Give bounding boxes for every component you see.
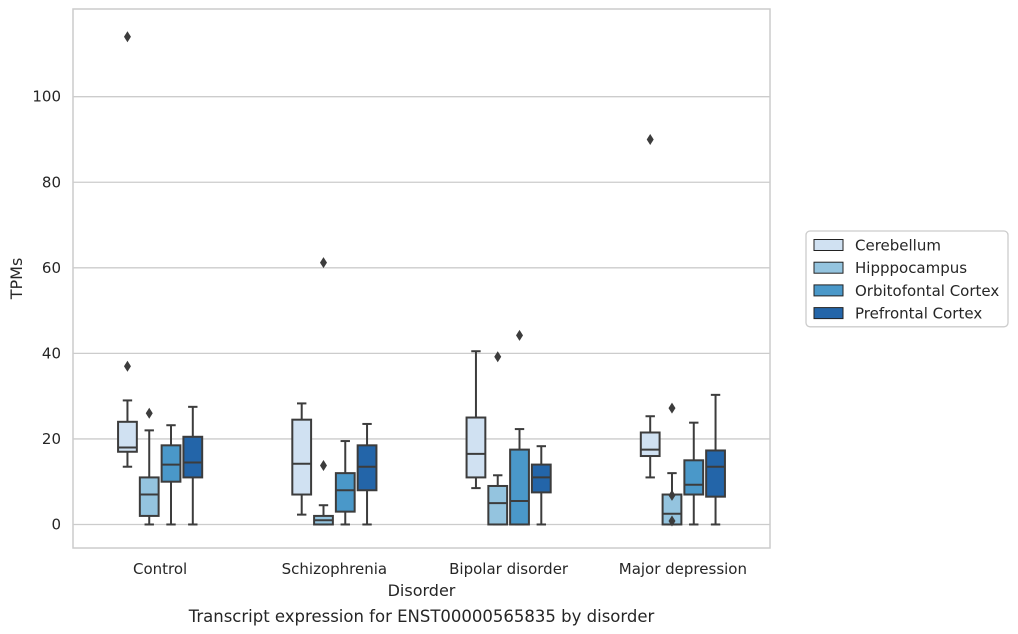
legend-label-prefrontal-cortex: Prefrontal Cortex xyxy=(855,305,982,323)
box-body xyxy=(509,448,530,526)
y-tick-label: 20 xyxy=(42,430,61,448)
legend-swatch-prefrontal-cortex xyxy=(813,307,844,320)
plot-area-frame xyxy=(72,8,771,549)
box-major-depression-cerebellum xyxy=(639,133,661,479)
x-tick-label-control: Control xyxy=(133,560,187,578)
x-tick-label-schizophrenia: Schizophrenia xyxy=(282,560,387,578)
x-axis-ticks: Control Schizophrenia Bipolar disorder Majo… xyxy=(133,560,747,578)
legend-swatch-orbitofontal-cortex xyxy=(813,284,844,297)
outlier-point xyxy=(123,31,131,43)
box-major-depression-hipppocampus xyxy=(661,402,683,527)
x-axis-label: Disorder xyxy=(388,581,456,600)
legend-label-orbitofontal-cortex: Orbitofontal Cortex xyxy=(855,282,999,300)
y-tick-label: 100 xyxy=(32,88,61,106)
box-major-depression-orbitofontal-cortex xyxy=(683,421,705,526)
outlier-point xyxy=(494,351,502,363)
box-schizophrenia-hipppocampus xyxy=(313,257,334,526)
legend-swatch-cerebellum xyxy=(813,239,844,251)
y-tick-label: 60 xyxy=(42,259,61,277)
chart-caption: Transcript expression for ENST0000056583… xyxy=(188,607,655,626)
box-bipolar-disorder-prefrontal-cortex xyxy=(530,445,552,526)
box-bipolar-disorder-cerebellum xyxy=(465,350,487,490)
box-body xyxy=(639,431,661,458)
box-body xyxy=(683,459,705,496)
box-body xyxy=(705,449,726,498)
box-body xyxy=(487,484,509,526)
y-axis-ticks: 0 20 40 60 80 100 xyxy=(32,88,61,534)
box-body xyxy=(160,444,182,483)
box-body xyxy=(117,420,138,453)
legend-label-cerebellum: Cerebellum xyxy=(855,237,941,255)
outlier-point xyxy=(668,515,676,527)
legend-swatch-hipppocampus xyxy=(813,261,844,274)
box-body xyxy=(291,418,313,496)
box-schizophrenia-cerebellum xyxy=(291,402,313,516)
outlier-point xyxy=(319,459,327,471)
box-body xyxy=(530,463,552,494)
x-tick-label-bipolar-disorder: Bipolar disorder xyxy=(449,560,569,578)
box-body xyxy=(465,416,487,479)
y-tick-label: 0 xyxy=(51,515,61,533)
outlier-point xyxy=(319,257,327,269)
outlier-point xyxy=(145,407,153,419)
box-bipolar-disorder-orbitofontal-cortex xyxy=(509,329,530,526)
y-tick-label: 40 xyxy=(42,344,61,362)
legend: Cerebellum Hipppocampus Orbitofontal Corte… xyxy=(805,230,1009,328)
box-schizophrenia-orbitofontal-cortex xyxy=(334,440,356,526)
outlier-point xyxy=(668,489,676,501)
box-control-orbitofontal-cortex xyxy=(160,424,182,526)
box-control-cerebellum xyxy=(117,31,138,468)
outlier-point xyxy=(668,402,676,414)
box-body xyxy=(182,435,204,479)
box-major-depression-prefrontal-cortex xyxy=(705,393,726,526)
box-schizophrenia-prefrontal-cortex xyxy=(356,422,378,526)
box-body xyxy=(356,444,378,492)
box-control-hipppocampus xyxy=(138,407,160,526)
x-tick-label-major-depression: Major depression xyxy=(619,560,747,578)
legend-frame xyxy=(805,230,1009,328)
legend-label-hipppocampus: Hipppocampus xyxy=(855,259,967,277)
box-bipolar-disorder-hipppocampus xyxy=(487,351,509,526)
box-body xyxy=(138,476,160,517)
outlier-point xyxy=(516,329,524,341)
outlier-point xyxy=(123,360,131,372)
y-axis-label: TPMs xyxy=(7,258,26,301)
box-control-prefrontal-cortex xyxy=(182,405,204,526)
outlier-point xyxy=(646,133,654,145)
boxes xyxy=(117,31,726,527)
y-tick-label: 80 xyxy=(42,173,61,191)
box-body xyxy=(334,472,356,513)
